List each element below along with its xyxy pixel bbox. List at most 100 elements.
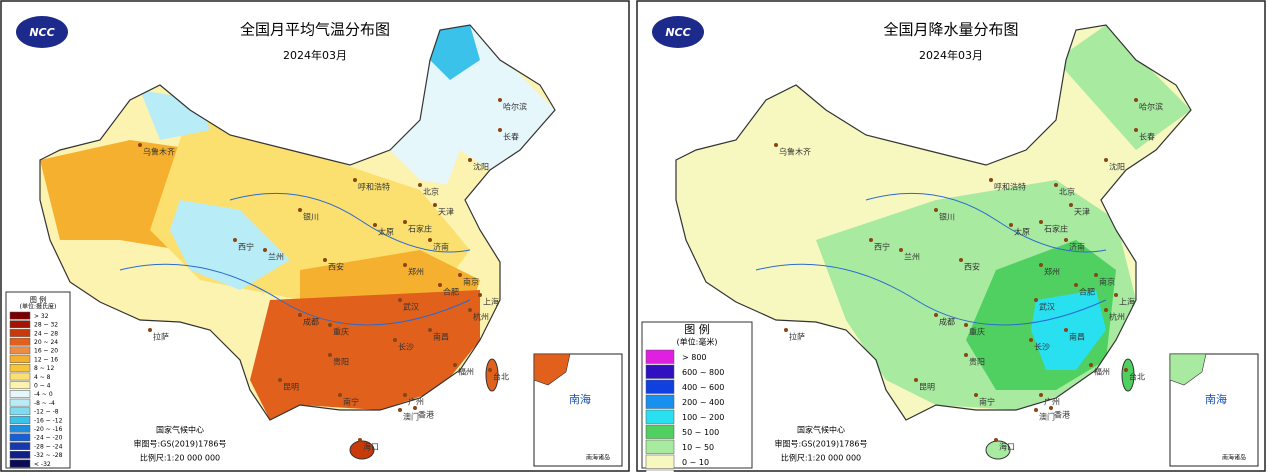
legend-swatch: [9, 390, 31, 398]
city-marker: [989, 178, 993, 182]
city-marker: [899, 248, 903, 252]
city-label: 北京: [1059, 187, 1075, 197]
logo: [16, 16, 68, 48]
legend-swatch: [645, 424, 675, 439]
city-marker: [373, 223, 377, 227]
city-marker: [1074, 283, 1078, 287]
city-marker: [438, 283, 442, 287]
city-marker: [1114, 293, 1118, 297]
river: [865, 192, 1107, 253]
city-marker: [468, 158, 472, 162]
city-marker: [413, 406, 417, 410]
city-label: 重庆: [333, 327, 349, 337]
country-border: [39, 24, 556, 421]
city-label: 昆明: [283, 383, 299, 392]
city-label: 成都: [939, 317, 955, 327]
legend-swatch: [9, 329, 31, 337]
legend-label: 28 ~ 32: [34, 322, 58, 329]
city-label: 昆明: [919, 383, 935, 392]
city-label: 呼和浩特: [994, 182, 1026, 192]
legend-label: 16 ~ 20: [34, 348, 58, 355]
legend: 图 例(单位:毫米) > 800 600 ~ 800 400 ~ 600 200 ~ 4…: [641, 321, 753, 476]
city-marker: [774, 143, 778, 147]
legend-swatch: [645, 409, 675, 424]
city-label: 天津: [438, 207, 454, 217]
city-label: 贵阳: [333, 357, 349, 367]
legend-label: 0 ~ 4: [34, 382, 51, 389]
city-label: 南昌: [433, 332, 449, 342]
city-label: 长沙: [398, 342, 414, 352]
city-label: 长沙: [1034, 342, 1050, 352]
city-marker: [1009, 223, 1013, 227]
city-label: 太原: [1014, 227, 1030, 237]
legend-label: -24 ~ -20: [34, 435, 63, 442]
region: [390, 25, 555, 190]
legend-label: 24 ~ 28: [34, 330, 58, 337]
city-label: 澳门: [403, 412, 419, 422]
legend-swatch: [645, 394, 675, 409]
city-label: 乌鲁木齐: [779, 147, 811, 157]
city-marker: [403, 393, 407, 397]
legend-label: 4 ~ 8: [34, 374, 51, 381]
city-marker: [1039, 263, 1043, 267]
city-marker: [398, 298, 402, 302]
legend-label: -20 ~ -16: [34, 426, 63, 433]
city-marker: [418, 183, 422, 187]
city-marker: [338, 393, 342, 397]
city-marker: [478, 293, 482, 297]
legend-label: 600 ~ 800: [682, 368, 724, 377]
map-date: 2024年03月: [919, 48, 983, 62]
legend-label: 12 ~ 16: [34, 356, 58, 363]
city-marker: [1064, 328, 1068, 332]
country-border: [675, 24, 1192, 421]
city-label: 武汉: [403, 302, 419, 312]
city-label: 台北: [493, 372, 509, 382]
city-marker: [393, 338, 397, 342]
inset-caption: 南海诸岛: [1222, 454, 1246, 462]
city-marker: [458, 273, 462, 277]
legend-title: 图 例: [684, 322, 710, 336]
map-title: 全国月平均气温分布图: [240, 21, 390, 39]
city-marker: [934, 208, 938, 212]
city-marker: [328, 323, 332, 327]
city-label: 沈阳: [1109, 162, 1125, 172]
legend-label: 50 ~ 100: [682, 428, 719, 437]
city-label: 上海: [1119, 297, 1135, 307]
legend-label: -16 ~ -12: [34, 417, 63, 424]
city-marker: [263, 248, 267, 252]
city-label: 香港: [418, 410, 434, 420]
city-marker: [488, 368, 492, 372]
legend-swatch: [645, 379, 675, 394]
city-marker: [1124, 368, 1128, 372]
city-marker: [233, 238, 237, 242]
legend-label: 200 ~ 400: [682, 398, 724, 407]
city-label: 西宁: [238, 242, 254, 252]
city-label: 拉萨: [153, 332, 169, 342]
city-marker: [934, 313, 938, 317]
legend-label: 0 ~ 10: [682, 458, 709, 467]
city-label: 合肥: [443, 287, 459, 297]
inset-land: [1169, 353, 1207, 386]
city-label: 兰州: [268, 252, 284, 262]
taiwan: [485, 358, 499, 392]
region: [430, 25, 480, 80]
city-label: 西安: [964, 262, 980, 272]
city-marker: [1064, 238, 1068, 242]
city-marker: [1034, 408, 1038, 412]
city-marker: [1134, 98, 1138, 102]
legend-swatch: [9, 450, 31, 459]
legend-swatch: [9, 346, 31, 355]
city-marker: [1094, 273, 1098, 277]
legend-label: -32 ~ -28: [34, 452, 63, 459]
city-label: 福州: [1094, 368, 1110, 377]
legend-label: > 800: [682, 353, 707, 362]
river: [229, 192, 471, 253]
footer-text: 国家气候中心: [797, 425, 845, 435]
legend-swatch: [645, 349, 675, 364]
city-marker: [403, 263, 407, 267]
logo-text: NCC: [665, 26, 690, 39]
city-label: 沈阳: [473, 162, 489, 172]
